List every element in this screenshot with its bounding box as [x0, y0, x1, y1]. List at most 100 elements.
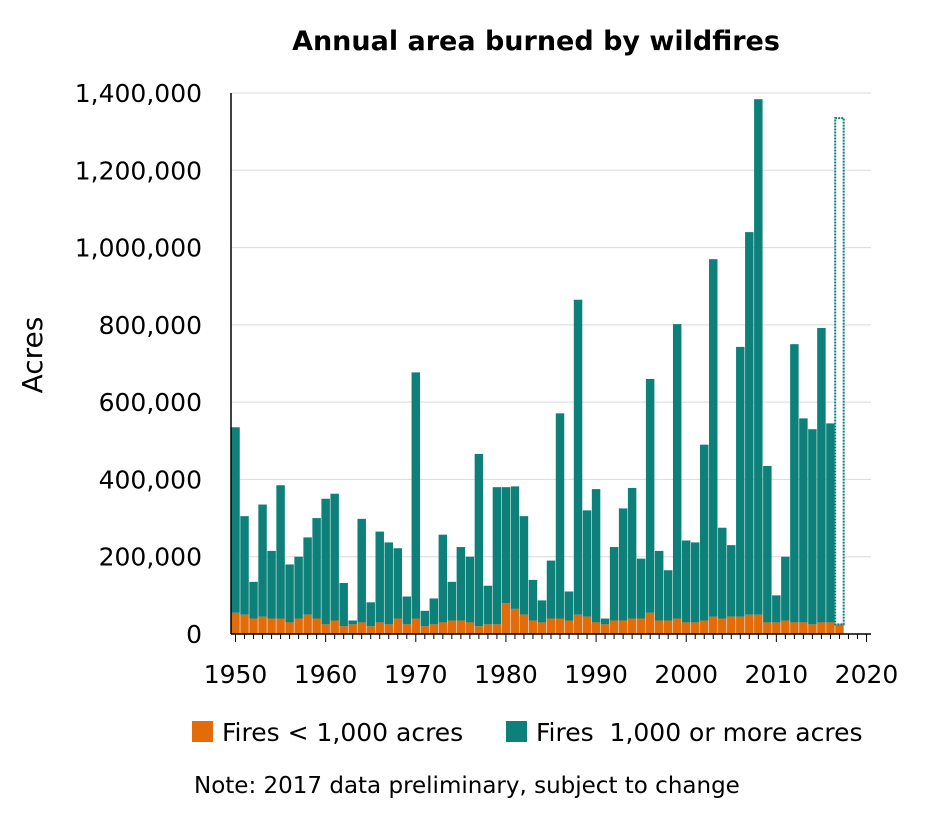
bar-large-fires-1982	[519, 516, 529, 615]
bar-small-fires-1982	[519, 614, 529, 634]
bar-large-fires-1992	[609, 547, 619, 621]
bar-large-fires-1988	[573, 299, 583, 615]
bar-large-fires-1987	[564, 591, 574, 621]
bar-large-fires-1984	[537, 600, 547, 623]
bar-large-fires-2000	[681, 540, 691, 623]
bar-large-fires-1967	[384, 542, 393, 625]
x-tick-label: 1950	[204, 660, 268, 689]
bar-small-fires-1957	[294, 618, 303, 634]
x-tick-label: 1960	[294, 660, 358, 689]
bar-large-fires-1999	[672, 324, 682, 619]
bar-small-fires-2014	[808, 624, 817, 634]
bar-large-fires-2002	[700, 444, 709, 621]
bar-small-fires-2015	[817, 622, 826, 634]
legend-swatch-small-fires	[192, 721, 213, 742]
bar-large-fires-1973	[438, 534, 448, 623]
bar-large-fires-1975	[456, 547, 466, 621]
bar-small-fires-2004	[718, 618, 727, 634]
y-tick-labels: 0 200,000 400,000 600,000 800,000 1,000,000 1,…	[75, 79, 202, 649]
bar-large-fires-1997	[654, 550, 664, 621]
bar-large-fires-1959	[312, 518, 321, 619]
bar-large-fires-1979	[492, 487, 502, 625]
bar-small-fires-2012	[790, 622, 799, 634]
bar-large-fires-1986	[555, 413, 565, 619]
bar-small-fires-1968	[393, 618, 402, 634]
x-tick-label: 2000	[654, 660, 718, 689]
bar-small-fires-1999	[672, 618, 682, 634]
bar-small-fires-1979	[492, 624, 502, 634]
bar-small-fires-1981	[510, 608, 520, 634]
bar-small-fires-2009	[763, 622, 772, 634]
bar-large-fires-1954	[267, 550, 276, 619]
bar-large-fires-1993	[618, 508, 628, 621]
bar-large-fires-1965	[366, 602, 375, 627]
bar-small-fires-1954	[267, 618, 276, 634]
bar-large-fires-1962	[339, 582, 348, 627]
chart-note: Note: 2017 data preliminary, subject to …	[194, 773, 740, 799]
bar-large-fires-2011	[781, 556, 790, 621]
bar-large-fires-2004	[718, 527, 727, 619]
bar-small-fires-1955	[276, 618, 285, 634]
y-tick-label: 1,400,000	[75, 79, 202, 108]
x-tick-label: 2020	[835, 660, 899, 689]
bar-large-fires-1981	[510, 486, 520, 609]
bar-large-fires-1991	[600, 618, 610, 625]
legend-label-small-fires: Fires < 1,000 acres	[222, 718, 463, 747]
bar-large-fires-1963	[348, 620, 357, 625]
bar-large-fires-2003	[709, 259, 718, 617]
y-tick-label: 600,000	[99, 388, 202, 417]
y-tick-label: 200,000	[99, 543, 202, 572]
bar-large-fires-1958	[303, 537, 312, 615]
bar-small-fires-1966	[375, 622, 384, 634]
bar-small-fires-1951	[240, 614, 249, 634]
bar-large-fires-2016	[826, 423, 835, 623]
bar-large-fires-2006	[736, 346, 745, 617]
bar-large-fires-1983	[528, 579, 538, 621]
bar-large-fires-2007	[745, 232, 754, 615]
bar-small-fires-1988	[573, 614, 583, 634]
bar-large-fires-1994	[627, 487, 637, 619]
bar-large-fires-2014	[808, 429, 817, 625]
bar-small-fires-2016	[826, 622, 835, 634]
bar-large-fires-1990	[591, 489, 601, 623]
bar-small-fires-1950	[231, 612, 240, 634]
bar-small-fires-1970	[411, 618, 421, 634]
bar-large-fires-1978	[483, 585, 493, 625]
x-tick-label: 1990	[564, 660, 628, 689]
bar-small-fires-1991	[600, 624, 610, 634]
bar-large-fires-2015	[817, 327, 826, 623]
legend-swatch-large-fires	[506, 721, 527, 742]
y-tick-label: 0	[186, 620, 202, 649]
bar-small-fires-2001	[690, 622, 700, 634]
bar-large-fires-1950	[231, 427, 240, 613]
bar-small-fires-1976	[465, 622, 475, 634]
bar-large-fires-2001	[690, 542, 700, 623]
bar-small-fires-1962	[339, 626, 348, 634]
bar-small-fires-2010	[772, 622, 781, 634]
bar-small-fires-1987	[564, 620, 574, 634]
bar-large-fires-1961	[330, 493, 339, 621]
bar-large-fires-2009	[763, 465, 772, 623]
bar-large-fires-1966	[375, 531, 384, 623]
bar-small-fires-1989	[582, 616, 592, 634]
bar-large-fires-1970	[411, 372, 421, 619]
bar-small-fires-1975	[456, 620, 466, 634]
bar-small-fires-2007	[745, 614, 754, 634]
bar-large-fires-1956	[285, 564, 294, 623]
bar-small-fires-1953	[258, 616, 267, 634]
bar-small-fires-1959	[312, 618, 321, 634]
bar-large-fires-1957	[294, 556, 303, 619]
bar-small-fires-2003	[709, 616, 718, 634]
bar-large-fires-1985	[546, 560, 556, 619]
bar-small-fires-2011	[781, 620, 790, 634]
bar-small-fires-2000	[681, 622, 691, 634]
bar-small-fires-1997	[654, 620, 664, 634]
bar-small-fires-2013	[799, 622, 808, 634]
bar-small-fires-1969	[402, 624, 412, 634]
bar-large-fires-1969	[402, 596, 412, 625]
bar-small-fires-1972	[429, 624, 439, 634]
bar-large-fires-1955	[276, 485, 285, 619]
bar-large-fires-1974	[447, 581, 457, 621]
bar-small-fires-1961	[330, 620, 339, 634]
